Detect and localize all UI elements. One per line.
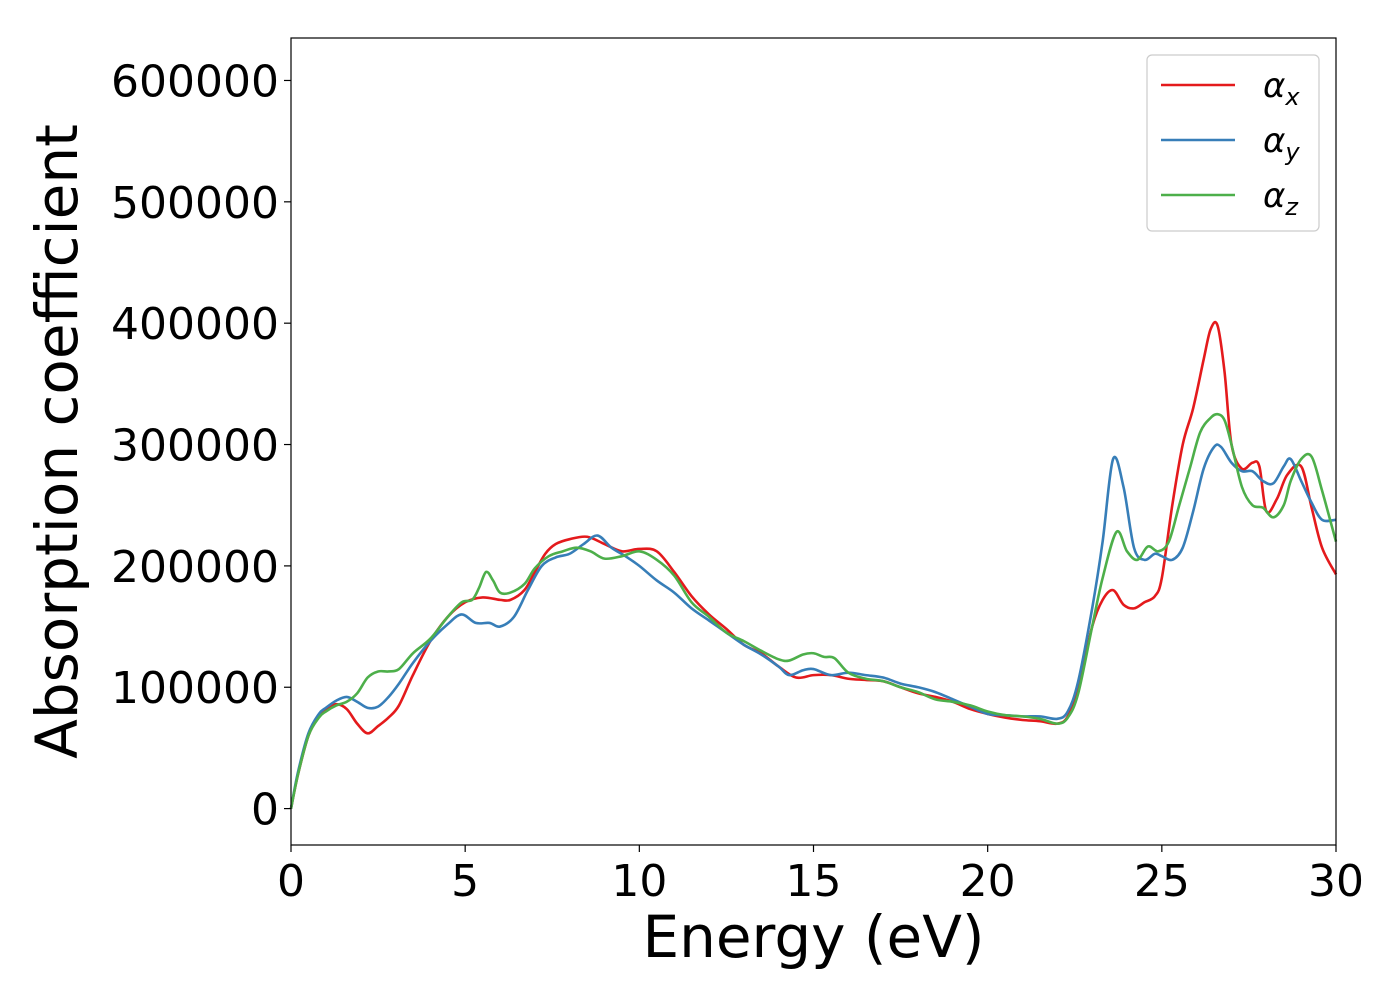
legend-label-alpha-x: αx [1263, 66, 1300, 111]
x-tick-label: 20 [960, 856, 1016, 907]
y-tick-label: 500000 [111, 178, 279, 229]
x-axis-ticks: 0 5 10 15 20 25 30 [277, 845, 1364, 907]
y-tick-label: 400000 [111, 299, 279, 350]
legend-label-alpha-z: αz [1263, 176, 1299, 221]
series-line-alpha-z [289, 412, 1338, 809]
series-layer [289, 320, 1338, 809]
y-tick-label: 600000 [111, 56, 279, 107]
series-line-alpha-y [289, 443, 1337, 809]
legend-label-alpha-y: αy [1263, 121, 1300, 166]
y-axis-title: Absorption coefficient [23, 124, 91, 759]
legend-box [1146, 54, 1320, 232]
x-tick-label: 0 [277, 856, 305, 907]
x-axis-title: Energy (eV) [642, 903, 984, 971]
x-tick-label: 10 [611, 856, 667, 907]
x-tick-label: 30 [1308, 856, 1364, 907]
y-tick-label: 200000 [111, 542, 279, 593]
x-tick-label: 5 [451, 856, 479, 907]
y-tick-label: 0 [251, 785, 279, 836]
y-tick-label: 300000 [111, 421, 279, 472]
x-tick-label: 15 [786, 856, 842, 907]
y-axis-ticks: 0 100000 200000 300000 400000 500000 600000 [111, 56, 291, 836]
y-tick-label: 100000 [111, 663, 279, 714]
x-tick-label: 25 [1134, 856, 1190, 907]
legend: αx αy αz [1146, 54, 1320, 232]
